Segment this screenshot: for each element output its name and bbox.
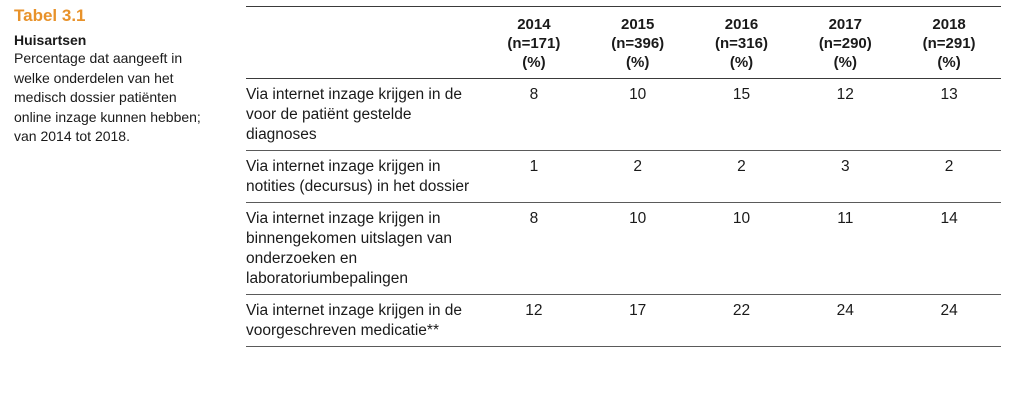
table-cell: 17: [629, 302, 647, 319]
table-cell: 24: [940, 302, 958, 319]
data-table-container: 2014 (n=171) (%) 2015 (n=396) (%) 2016 (…: [246, 6, 1001, 347]
table-number: Tabel 3.1: [14, 6, 86, 25]
column-unit: (%): [729, 54, 754, 71]
column-header-2018: 2018 (n=291) (%): [897, 7, 1001, 79]
data-table: 2014 (n=171) (%) 2015 (n=396) (%) 2016 (…: [246, 6, 1001, 347]
column-year: 2018: [932, 16, 966, 33]
table-caption: Percentage dat aangeeft in welke onderde…: [14, 50, 201, 144]
column-n: (n=290): [818, 35, 872, 52]
table-cell: 1: [529, 158, 539, 175]
row-label: Via internet inzage krijgen in de voor d…: [246, 86, 462, 143]
column-year: 2017: [828, 16, 862, 33]
column-unit: (%): [626, 54, 650, 71]
header-empty-cell: [246, 7, 482, 79]
table-heading: Huisartsen: [14, 32, 87, 48]
column-n: (n=291): [922, 35, 976, 52]
table-cell: 8: [529, 210, 539, 227]
column-header-2014: 2014 (n=171) (%): [482, 7, 586, 79]
table-cell: 15: [732, 86, 751, 103]
table-cell: 10: [732, 210, 751, 227]
row-label: Via internet inzage krijgen in notities …: [246, 158, 470, 195]
column-header-2017: 2017 (n=290) (%): [793, 7, 897, 79]
column-unit: (%): [937, 54, 961, 71]
table-cell: 8: [529, 86, 539, 103]
table-row: Via internet inzage krijgen in de voor d…: [246, 79, 1001, 151]
column-n: (n=316): [715, 35, 768, 52]
table-cell: 22: [732, 302, 751, 319]
table-row: Via internet inzage krijgen in notities …: [246, 151, 1001, 203]
table-header-row: 2014 (n=171) (%) 2015 (n=396) (%) 2016 (…: [246, 6, 1001, 79]
column-year: 2014: [517, 16, 551, 33]
table-cell: 3: [840, 158, 850, 175]
column-year: 2015: [621, 16, 655, 33]
table-cell: 10: [629, 210, 647, 227]
column-unit: (%): [833, 54, 857, 71]
table-cell: 10: [629, 86, 647, 103]
table-cell: 14: [940, 210, 958, 227]
column-unit: (%): [522, 54, 546, 71]
table-cell: 11: [837, 210, 854, 227]
table-cell: 12: [836, 86, 854, 103]
table-cell: 2: [944, 158, 954, 175]
column-year: 2016: [724, 16, 759, 33]
column-n: (n=396): [611, 35, 665, 52]
table-cell: 24: [836, 302, 854, 319]
row-label: Via internet inzage krijgen in de voorge…: [246, 302, 462, 339]
column-header-2015: 2015 (n=396) (%): [586, 7, 690, 79]
column-n: (n=171): [507, 35, 561, 52]
table-cell: 12: [525, 302, 543, 319]
table-row: Via internet inzage krijgen in de voorge…: [246, 295, 1001, 347]
table-cell: 2: [737, 158, 746, 175]
table-row: Via internet inzage krijgen in binnengek…: [246, 203, 1001, 295]
row-label: Via internet inzage krijgen in binnengek…: [246, 210, 452, 287]
column-header-2016: 2016 (n=316) (%): [690, 7, 794, 79]
table-cell: 13: [940, 86, 958, 103]
table-cell: 2: [633, 158, 642, 175]
table-sidebar: Tabel 3.1 Huisartsen Percentage dat aang…: [14, 5, 204, 147]
